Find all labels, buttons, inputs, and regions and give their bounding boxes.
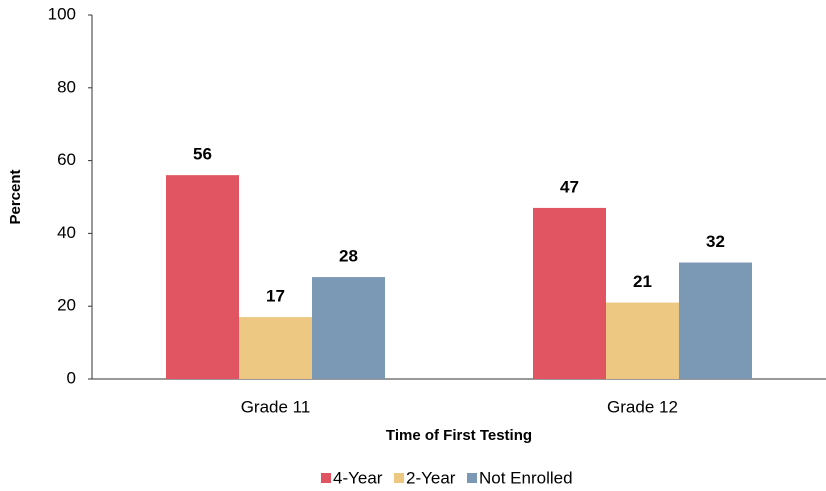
data-label: 17 [266, 287, 285, 306]
bar [679, 262, 752, 379]
y-tick-label: 100 [48, 4, 76, 23]
legend-label: Not Enrolled [479, 468, 573, 487]
y-tick-label: 20 [57, 296, 76, 315]
x-axis-title: Time of First Testing [386, 427, 532, 444]
data-label: 21 [633, 272, 652, 291]
y-tick-label: 0 [67, 368, 76, 387]
bar [166, 175, 239, 379]
bar [239, 317, 312, 379]
x-tick-label: Grade 11 [241, 397, 311, 416]
y-tick-label: 40 [57, 223, 76, 242]
data-label: 32 [706, 232, 725, 251]
data-label: 56 [193, 145, 212, 164]
x-tick-label: Grade 12 [607, 397, 678, 416]
legend-label: 2-Year [406, 468, 456, 487]
data-label: 47 [560, 177, 579, 196]
y-tick-label: 80 [57, 77, 76, 96]
bar [606, 302, 679, 379]
legend-swatch [467, 473, 477, 483]
y-tick-label: 60 [57, 150, 76, 169]
legend-swatch [321, 473, 331, 483]
y-axis-title: Percent [7, 169, 24, 224]
legend-label: 4-Year [333, 468, 383, 487]
data-label: 28 [339, 247, 358, 266]
bar [312, 277, 385, 379]
bar [533, 207, 606, 379]
legend-swatch [394, 473, 404, 483]
